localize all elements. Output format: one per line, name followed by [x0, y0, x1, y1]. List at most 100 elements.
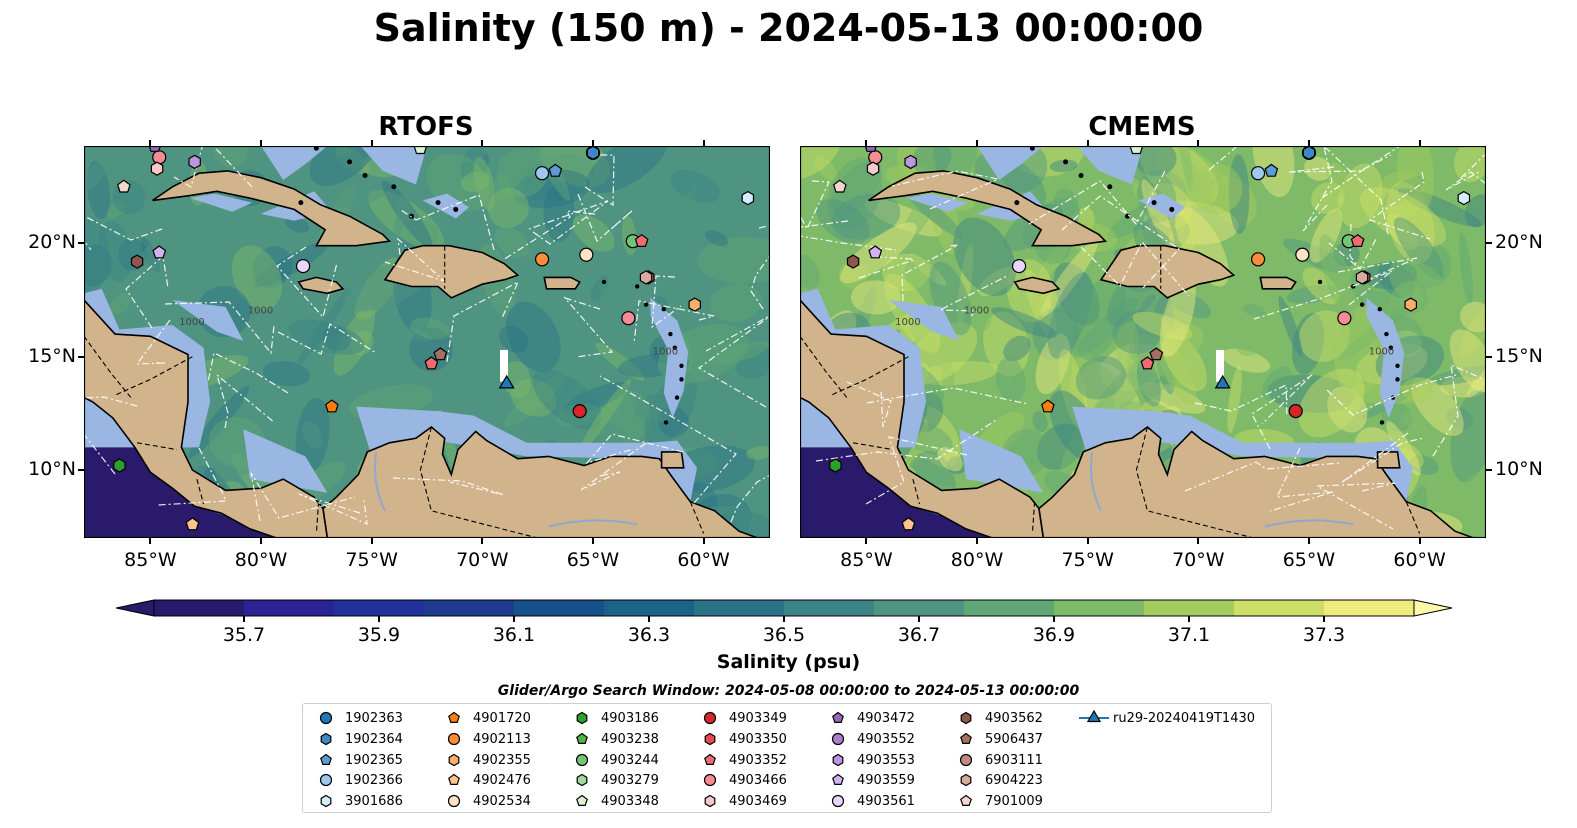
float-marker-4902476	[901, 517, 916, 531]
eez-boundary	[1460, 152, 1486, 179]
pentagon-marker-icon	[448, 711, 460, 723]
eez-boundary	[502, 210, 596, 261]
eez-boundary	[277, 323, 377, 355]
legend-label: 4903469	[729, 794, 787, 810]
lon-tick-label: 85°W	[840, 549, 893, 571]
land-puerto-rico	[543, 276, 581, 290]
eez-boundary	[1184, 461, 1341, 492]
eez-boundary	[584, 154, 615, 207]
colorbar-segment	[1144, 600, 1235, 616]
float-marker-3901686	[1457, 190, 1471, 206]
pacific-region	[84, 433, 284, 538]
eez-boundary	[250, 472, 356, 522]
lat-tick-mark	[78, 469, 84, 472]
legend-label: 4903186	[601, 711, 659, 726]
float-marker-3901686	[741, 190, 755, 206]
float-marker-4903352	[424, 356, 439, 370]
float-marker-4903466	[621, 311, 636, 326]
colorbar-label: Salinity (psu)	[716, 651, 861, 673]
lon-tick-mark	[591, 538, 594, 544]
colorbar-segment	[604, 600, 695, 616]
circle-marker-icon	[703, 774, 717, 787]
island	[1377, 306, 1382, 312]
float-marker-4903472	[148, 146, 161, 152]
colorbar-segment	[244, 600, 335, 616]
hexagon-marker-icon	[704, 732, 716, 745]
legend-label: 7901009	[985, 794, 1043, 810]
island	[674, 395, 680, 400]
hexagon-marker-icon	[448, 753, 460, 766]
eez-boundary	[800, 220, 897, 251]
legend-label: 4903279	[601, 773, 659, 789]
island	[435, 200, 441, 206]
country-border	[419, 426, 538, 538]
island	[1317, 279, 1323, 285]
shelf-area	[906, 193, 969, 212]
colorbar-tick-mark	[243, 616, 245, 622]
eez-boundary	[1080, 240, 1190, 297]
eez-boundary	[446, 280, 520, 363]
colorbar-segment	[694, 600, 785, 616]
float-marker-4901720	[1040, 399, 1055, 413]
eez-boundary	[599, 375, 737, 504]
island	[1395, 363, 1400, 368]
float-marker-5906437	[433, 347, 448, 361]
eez-boundary	[1368, 171, 1431, 240]
legend-label: 1902363	[345, 711, 403, 726]
eez-boundary	[1321, 146, 1401, 199]
colorbar-tick-label: 35.9	[357, 624, 401, 646]
circle-marker-icon	[959, 753, 973, 766]
colorbar-tick-mark	[1188, 616, 1190, 622]
panel-title-rtofs: RTOFS	[378, 112, 474, 142]
country-border	[114, 356, 193, 396]
lon-tick-mark	[149, 538, 152, 544]
colorbar-tick-mark	[1053, 616, 1055, 622]
eez-boundary	[157, 447, 227, 506]
eez-boundary	[577, 193, 634, 243]
pentagon-marker-icon	[704, 753, 716, 765]
lon-tick-mark	[1418, 538, 1421, 544]
shelf-area	[1072, 406, 1413, 502]
cmems-map: 1000 1000 1000	[800, 146, 1486, 538]
float-marker-4903349	[572, 404, 587, 419]
legend-label: 4903472	[857, 711, 915, 726]
legend-label: 1902364	[345, 731, 403, 747]
map-frame	[800, 146, 1486, 538]
isobath-label: 1000	[653, 346, 678, 357]
eez-boundary	[939, 275, 1008, 317]
float-marker-1902366	[1250, 166, 1266, 181]
colorbar-tick-label: 35.7	[222, 624, 266, 646]
float-marker-4903472	[864, 146, 877, 152]
float-legend: 1902363 1902364 1902365 1902366 3901686 49017…	[302, 703, 1272, 813]
colorbar-tick-label: 37.3	[1302, 624, 1346, 646]
lon-tick-mark	[1086, 140, 1089, 146]
island	[679, 377, 684, 382]
circle-marker-icon	[319, 774, 333, 787]
isobath-label: 1000	[1369, 346, 1394, 357]
float-marker-4903186	[113, 458, 126, 473]
map-frame	[84, 146, 770, 538]
hexagon-marker-icon	[832, 753, 844, 766]
circle-marker-icon	[319, 711, 333, 725]
float-marker-4903352	[1350, 233, 1365, 248]
land-jamaica	[1013, 276, 1061, 295]
eez-boundary	[1321, 146, 1389, 235]
island	[409, 213, 415, 219]
lat-tick-mark	[78, 355, 84, 358]
lon-tick-mark	[149, 140, 152, 146]
eez-boundary	[400, 194, 495, 251]
float-marker-6904223	[1355, 270, 1369, 285]
hexagon-marker-icon	[960, 774, 972, 787]
eez-boundary	[84, 433, 116, 475]
legend-label: 1902366	[345, 773, 403, 789]
lon-tick-mark	[865, 538, 868, 544]
pentagon-marker-icon	[960, 794, 972, 807]
circle-marker-icon	[575, 753, 589, 766]
legend-label: 4902476	[473, 773, 531, 789]
pentagon-marker-icon	[832, 774, 844, 786]
country-border	[912, 478, 921, 505]
glider-track	[500, 349, 509, 382]
island	[1107, 184, 1113, 190]
float-marker-4902476	[185, 517, 200, 531]
colorbar-segment	[514, 600, 605, 616]
